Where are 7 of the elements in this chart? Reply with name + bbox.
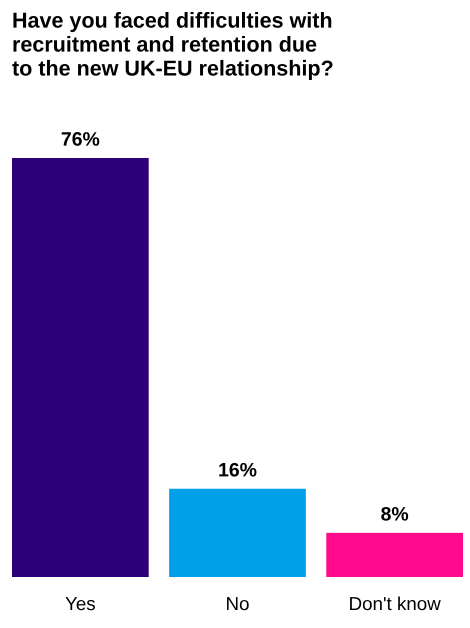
x-tick-label: No [227, 597, 249, 610]
data-label: 76% [62, 132, 100, 146]
x-tick-label: Yes [65, 597, 95, 610]
data-label: 8% [381, 506, 408, 521]
chart-title: Have you faced difficulties with recruitment and retention due to the new UK-EU relationship? [12, 12, 332, 80]
x-tick-label: Don't know [350, 596, 441, 610]
data-label: 16% [219, 462, 256, 477]
